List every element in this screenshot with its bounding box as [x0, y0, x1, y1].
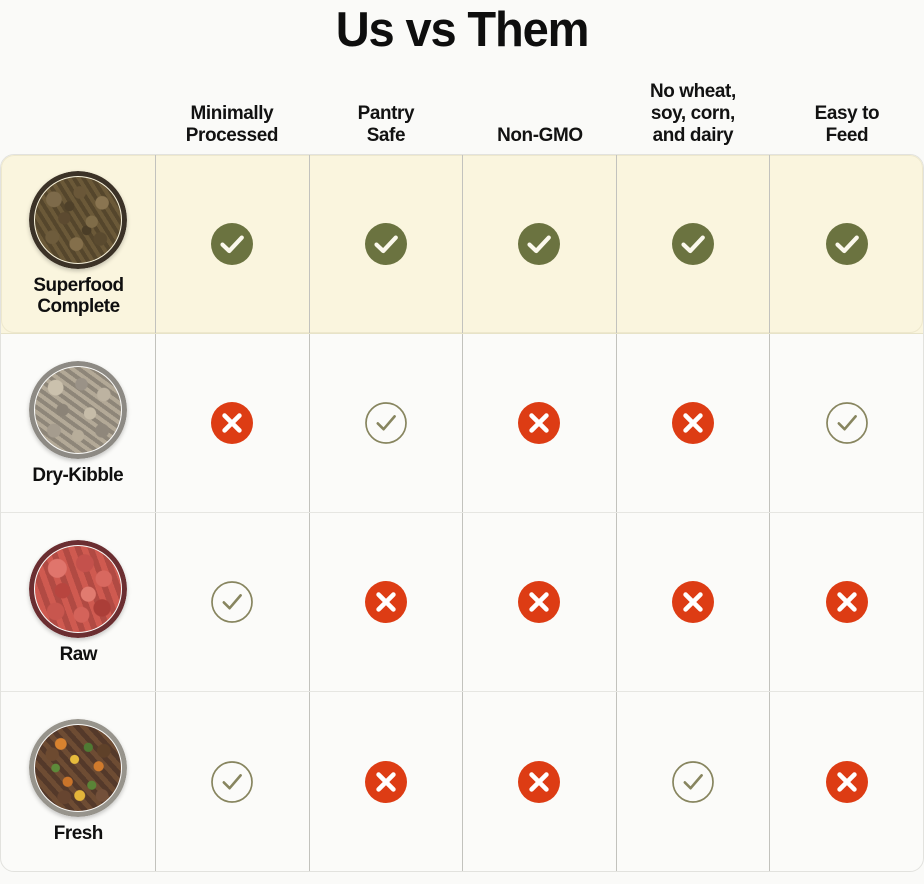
- cell-raw-no-wheat-soy-corn-dairy: [617, 513, 771, 691]
- cell-fresh-non-gmo: [463, 692, 617, 871]
- cross-filled-icon: [518, 402, 561, 444]
- grey-kibble-bowl-image: [29, 361, 127, 459]
- cell-superfood-complete-no-wheat-soy-corn-dairy: [617, 155, 771, 333]
- product-name-fresh: Fresh: [53, 822, 103, 844]
- cross-filled-icon: [825, 760, 868, 803]
- cell-dry-kibble-pantry-safe: [310, 334, 464, 512]
- cell-fresh-easy-to-feed: [770, 692, 923, 871]
- product-cell-fresh: Fresh: [1, 692, 156, 871]
- cross-filled-icon: [518, 581, 561, 623]
- cell-dry-kibble-minimally-processed: [156, 334, 310, 512]
- product-cell-superfood-complete: Superfood Complete: [1, 155, 156, 333]
- check-filled-icon: [518, 223, 561, 265]
- cross-filled-icon: [364, 581, 407, 623]
- cell-raw-non-gmo: [463, 513, 617, 691]
- cross-filled-icon: [364, 760, 407, 803]
- cell-dry-kibble-no-wheat-soy-corn-dairy: [617, 334, 771, 512]
- kibble-texture: [35, 177, 121, 263]
- cell-raw-minimally-processed: [156, 513, 310, 691]
- cell-superfood-complete-minimally-processed: [156, 155, 310, 333]
- check-outline-icon: [211, 760, 254, 803]
- cell-raw-easy-to-feed: [770, 513, 923, 691]
- table-row-superfood-complete: Superfood Complete: [1, 155, 923, 334]
- column-header-no-wheat-soy-corn-dairy: No wheat, soy, corn, and dairy: [650, 80, 737, 146]
- check-filled-icon: [825, 223, 868, 265]
- check-filled-icon: [672, 223, 715, 265]
- column-header-pantry-safe: Pantry Safe: [357, 102, 414, 146]
- cross-filled-icon: [825, 581, 868, 623]
- cross-filled-icon: [672, 581, 715, 623]
- table-row-raw: Raw: [1, 513, 923, 692]
- bowl-rim: [29, 719, 127, 817]
- bowl-rim: [29, 171, 127, 269]
- check-outline-icon: [825, 402, 868, 444]
- product-cell-dry-kibble: Dry-Kibble: [1, 334, 156, 512]
- cell-raw-pantry-safe: [310, 513, 464, 691]
- cross-filled-icon: [518, 760, 561, 803]
- column-header-easy-to-feed: Easy to Feed: [814, 102, 880, 146]
- cell-superfood-complete-easy-to-feed: [770, 155, 923, 333]
- table-body: Superfood Complete: [0, 154, 924, 872]
- cell-dry-kibble-non-gmo: [463, 334, 617, 512]
- cross-filled-icon: [211, 402, 254, 444]
- column-header-non-gmo: Non-GMO: [496, 124, 583, 146]
- check-outline-icon: [211, 581, 254, 623]
- cell-fresh-no-wheat-soy-corn-dairy: [617, 692, 771, 871]
- bowl-rim: [29, 361, 127, 459]
- kibble-texture: [35, 366, 121, 453]
- check-filled-icon: [364, 223, 407, 265]
- table-row-fresh: Fresh: [1, 692, 923, 871]
- cross-filled-icon: [672, 402, 715, 444]
- product-cell-raw: Raw: [1, 513, 156, 691]
- table-row-dry-kibble: Dry-Kibble: [1, 334, 923, 513]
- raw-meat-bowl-image: [29, 540, 127, 638]
- check-outline-icon: [672, 760, 714, 803]
- fresh-stew-bowl-image: [29, 719, 127, 817]
- bowl-rim: [29, 540, 127, 638]
- column-header-minimally-processed: Minimally Processed: [185, 102, 279, 146]
- cell-superfood-complete-pantry-safe: [310, 155, 464, 333]
- brown-kibble-bowl-image: [29, 171, 127, 269]
- cell-dry-kibble-easy-to-feed: [770, 334, 923, 512]
- raw-meat-texture: [35, 545, 121, 632]
- comparison-table: Minimally Processed Pantry Safe Non-GMO …: [0, 66, 924, 872]
- table-header-row: Minimally Processed Pantry Safe Non-GMO …: [0, 66, 924, 154]
- page-title: Us vs Them: [335, 3, 590, 57]
- product-name-dry-kibble: Dry-Kibble: [32, 463, 124, 486]
- cell-fresh-minimally-processed: [156, 692, 310, 871]
- product-name-raw: Raw: [59, 642, 97, 665]
- cell-superfood-complete-non-gmo: [463, 155, 617, 333]
- check-outline-icon: [365, 402, 407, 444]
- fresh-stew-texture: [35, 725, 121, 811]
- product-name-superfood-complete: Superfood Complete: [32, 274, 124, 317]
- check-filled-icon: [211, 223, 254, 265]
- cell-fresh-pantry-safe: [310, 692, 464, 871]
